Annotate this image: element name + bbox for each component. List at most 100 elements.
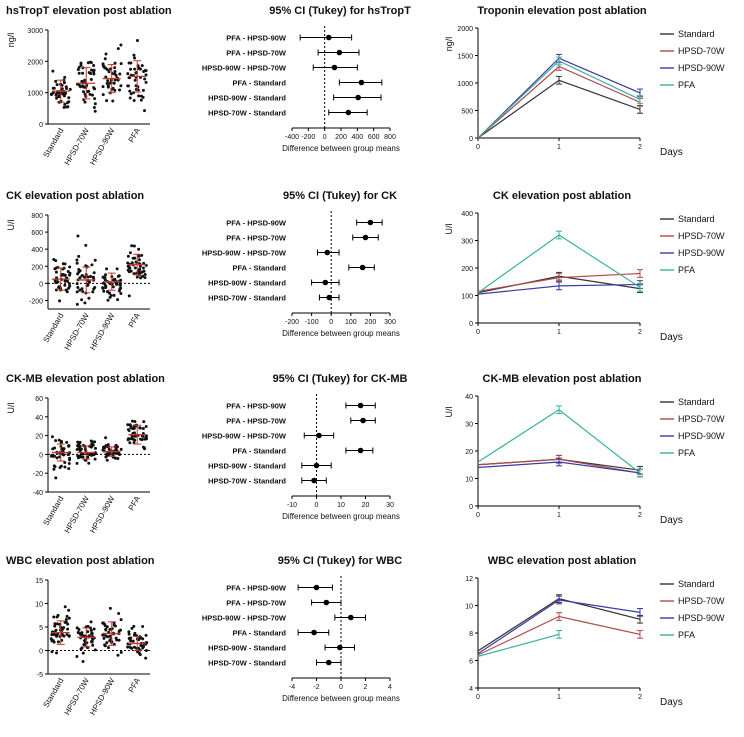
data-point xyxy=(130,244,134,248)
data-point xyxy=(63,102,67,106)
data-point xyxy=(126,438,130,442)
legend-label: Standard xyxy=(678,397,715,407)
row-label: HPSD-90W - HPSD-70W xyxy=(202,64,287,73)
data-point xyxy=(68,87,72,91)
y-tick-label: 0 xyxy=(469,321,473,328)
legend-label: PFA xyxy=(678,448,695,458)
x-tick-label: 0 xyxy=(329,319,333,326)
legend-label: PFA xyxy=(678,80,695,90)
data-point xyxy=(75,655,79,659)
data-point xyxy=(119,62,123,66)
estimate-point xyxy=(357,402,364,409)
data-point xyxy=(63,461,67,465)
chart-title: Troponin elevation post ablation xyxy=(477,5,647,17)
data-point xyxy=(52,633,56,637)
data-point xyxy=(105,454,109,458)
data-point xyxy=(89,77,93,81)
data-point xyxy=(58,299,62,303)
line-panel: CK elevation post ablation U/l 0 100 200 300 4… xyxy=(444,190,725,343)
data-point xyxy=(94,446,98,450)
data-point xyxy=(77,71,81,75)
data-point xyxy=(92,64,96,68)
data-point xyxy=(128,89,132,93)
data-point xyxy=(137,254,141,258)
data-point xyxy=(138,67,142,71)
data-point xyxy=(144,424,148,428)
chart-title: 95% CI (Tukey) for WBC xyxy=(278,555,403,567)
data-point xyxy=(54,628,58,632)
data-point xyxy=(126,84,130,88)
data-point xyxy=(88,626,92,630)
data-point xyxy=(143,276,147,280)
data-point xyxy=(87,634,91,638)
forest-panel: 95% CI (Tukey) for CK-MB -10 0 10 20 30 Differ… xyxy=(202,373,408,521)
y-axis-label: U/l xyxy=(444,407,454,418)
x-tick-label: HPSD-90W xyxy=(88,494,117,535)
data-point xyxy=(119,447,123,451)
data-point xyxy=(101,62,105,66)
data-point xyxy=(78,276,82,280)
data-point xyxy=(127,632,131,636)
x-axis-label: Days xyxy=(660,147,683,158)
estimate-point xyxy=(357,447,364,454)
x-tick-label: 600 xyxy=(368,134,380,141)
row-label: PFA - Standard xyxy=(233,264,287,273)
x-tick-label: -100 xyxy=(305,319,319,326)
data-point xyxy=(127,630,131,634)
data-point xyxy=(61,633,65,637)
data-point xyxy=(105,68,109,72)
data-point xyxy=(64,617,68,621)
data-point xyxy=(138,267,142,271)
data-point xyxy=(75,302,79,306)
data-point xyxy=(105,625,109,629)
data-point xyxy=(57,95,61,99)
data-point xyxy=(127,265,131,269)
data-point xyxy=(75,290,79,294)
data-point xyxy=(144,80,148,84)
data-point xyxy=(141,644,145,648)
x-tick-label: 100 xyxy=(345,319,357,326)
y-tick-label: 200 xyxy=(461,266,473,273)
data-point xyxy=(105,81,109,85)
data-point xyxy=(103,643,107,647)
chart-title: WBC elevation post ablation xyxy=(488,555,637,567)
data-point xyxy=(105,267,109,271)
data-point xyxy=(87,296,91,300)
data-point xyxy=(81,90,85,94)
y-tick-label: 600 xyxy=(31,230,43,237)
data-point xyxy=(62,105,66,109)
estimate-point xyxy=(331,64,338,71)
x-tick-label: PFA xyxy=(127,126,143,144)
estimate-point xyxy=(367,219,374,226)
data-point xyxy=(65,440,69,444)
estimate-point xyxy=(336,644,343,651)
data-point xyxy=(127,294,131,298)
data-point xyxy=(92,72,96,76)
x-tick-label: -400 xyxy=(285,134,299,141)
x-tick-label: -200 xyxy=(285,319,299,326)
data-point xyxy=(91,290,95,294)
data-point xyxy=(61,447,65,451)
data-point xyxy=(111,285,115,289)
data-point xyxy=(141,637,145,641)
data-point xyxy=(51,454,55,458)
data-point xyxy=(128,423,132,427)
data-point xyxy=(133,67,137,71)
x-tick-label: 2 xyxy=(638,512,642,519)
data-point xyxy=(65,105,69,109)
data-point xyxy=(92,68,96,72)
data-point xyxy=(55,83,59,87)
forest-panel: 95% CI (Tukey) for hsTropT -400 -200 0 200 40… xyxy=(202,5,411,153)
data-point xyxy=(104,628,108,632)
data-point xyxy=(116,298,120,302)
data-point xyxy=(108,81,112,85)
x-tick-label: 300 xyxy=(384,319,396,326)
data-point xyxy=(105,641,109,645)
x-tick-label: HPSD-90W xyxy=(88,311,117,352)
data-point xyxy=(119,618,123,622)
data-point xyxy=(130,626,134,630)
data-point xyxy=(128,251,132,255)
data-point xyxy=(102,275,106,279)
data-point xyxy=(84,458,88,462)
y-tick-label: 2000 xyxy=(27,59,43,66)
